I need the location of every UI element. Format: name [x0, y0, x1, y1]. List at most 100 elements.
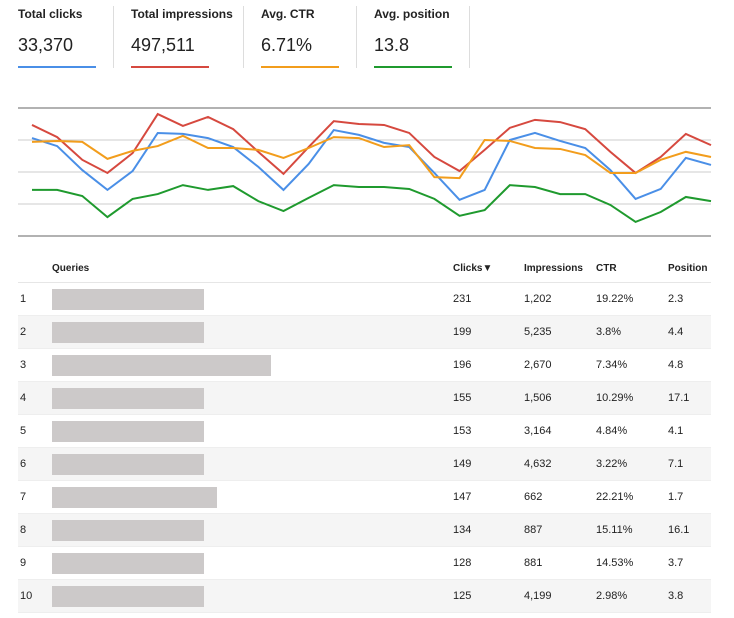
- value-cell: 4.4: [668, 315, 711, 349]
- chart: [18, 107, 712, 237]
- redacted-query: [52, 552, 204, 574]
- rank-cell: 3: [18, 348, 52, 382]
- redacted-query: [52, 420, 204, 442]
- query-cell: [52, 447, 453, 481]
- header-cell: CTR: [596, 254, 668, 283]
- redacted-query: [52, 288, 204, 310]
- value-cell: 4.1: [668, 414, 711, 448]
- table-row: 7 147 662 22.21% 1.7: [18, 480, 711, 514]
- value-cell: 2.98%: [596, 579, 668, 613]
- redacted-query: [52, 321, 204, 343]
- metric-label: Avg. CTR: [261, 7, 315, 21]
- table-row: 6 149 4,632 3.22% 7.1: [18, 447, 711, 481]
- table-row: 4 155 1,506 10.29% 17.1: [18, 381, 711, 415]
- value-cell: 3.22%: [596, 447, 668, 481]
- table-row: 3 196 2,670 7.34% 4.8: [18, 348, 711, 382]
- rank-cell: 5: [18, 414, 52, 448]
- value-cell: 149: [453, 447, 524, 481]
- table-row: 10 125 4,199 2.98% 3.8: [18, 579, 711, 613]
- series-line: [31, 134, 712, 180]
- value-cell: 153: [453, 414, 524, 448]
- rank-cell: 9: [18, 546, 52, 580]
- value-cell: 4.8: [668, 348, 711, 382]
- query-cell: [52, 546, 453, 580]
- value-cell: 3.8%: [596, 315, 668, 349]
- value-cell: 4.84%: [596, 414, 668, 448]
- redacted-query: [52, 453, 204, 475]
- value-cell: 199: [453, 315, 524, 349]
- metric-label: Total impressions: [131, 7, 233, 21]
- card-divider: [469, 6, 470, 68]
- value-cell: 3.7: [668, 546, 711, 580]
- table-row: 9 128 881 14.53% 3.7: [18, 546, 711, 580]
- series-line: [31, 112, 712, 176]
- metric-value: 497,511: [131, 35, 195, 55]
- query-cell: [52, 414, 453, 448]
- rank-cell: 6: [18, 447, 52, 481]
- query-cell: [52, 282, 453, 316]
- metric-card: Total impressions 497,511: [131, 0, 233, 70]
- table-row: 8 134 887 15.11% 16.1: [18, 513, 711, 547]
- query-cell: [52, 579, 453, 613]
- value-cell: 17.1: [668, 381, 711, 415]
- value-cell: 3,164: [524, 414, 596, 448]
- value-cell: 2.3: [668, 282, 711, 316]
- header-cell: Queries: [52, 254, 453, 283]
- value-cell: 10.29%: [596, 381, 668, 415]
- value-cell: 4,632: [524, 447, 596, 481]
- metric-card: Avg. CTR 6.71%: [261, 0, 356, 70]
- redacted-query: [52, 387, 204, 409]
- rank-cell: 1: [18, 282, 52, 316]
- query-cell: [52, 381, 453, 415]
- value-cell: 15.11%: [596, 513, 668, 547]
- redacted-query: [52, 486, 217, 508]
- header-cell: Position: [668, 254, 711, 283]
- value-cell: 22.21%: [596, 480, 668, 514]
- series-line: [31, 128, 712, 202]
- value-cell: 147: [453, 480, 524, 514]
- value-cell: 887: [524, 513, 596, 547]
- value-cell: 196: [453, 348, 524, 382]
- metric-value: 33,370: [18, 35, 74, 55]
- header-cell: Impressions: [524, 254, 596, 283]
- query-cell: [52, 480, 453, 514]
- value-cell: 231: [453, 282, 524, 316]
- value-cell: 128: [453, 546, 524, 580]
- value-cell: 1.7: [668, 480, 711, 514]
- query-cell: [52, 348, 453, 382]
- metric-underline: [374, 66, 452, 68]
- metric-card: Avg. position 13.8: [374, 0, 469, 70]
- queries-table: Queries Clicks▼ Impressions CTR Position 1 23…: [18, 254, 711, 613]
- value-cell: 4,199: [524, 579, 596, 613]
- redacted-query: [52, 585, 204, 607]
- metric-underline: [261, 66, 339, 68]
- value-cell: 19.22%: [596, 282, 668, 316]
- card-divider: [243, 6, 244, 68]
- table-row: 1 231 1,202 19.22% 2.3: [18, 282, 711, 316]
- value-cell: 7.1: [668, 447, 711, 481]
- rank-cell: 2: [18, 315, 52, 349]
- header-cell: Clicks▼: [453, 254, 524, 283]
- metric-value: 6.71%: [261, 35, 313, 55]
- redacted-query: [52, 354, 271, 376]
- card-divider: [113, 6, 114, 68]
- redacted-query: [52, 519, 204, 541]
- metric-underline: [18, 66, 96, 68]
- value-cell: 1,506: [524, 381, 596, 415]
- value-cell: 134: [453, 513, 524, 547]
- metric-card: Total clicks 33,370: [18, 0, 113, 70]
- table-body: 1 231 1,202 19.22% 2.3 2 199 5,235 3.8% 4.4 3 196 2,…: [18, 282, 711, 613]
- value-cell: 881: [524, 546, 596, 580]
- value-cell: 16.1: [668, 513, 711, 547]
- table-row: 2 199 5,235 3.8% 4.4: [18, 315, 711, 349]
- value-cell: 5,235: [524, 315, 596, 349]
- header-cell: [18, 254, 52, 283]
- rank-cell: 7: [18, 480, 52, 514]
- series-line: [32, 184, 712, 224]
- card-divider: [356, 6, 357, 68]
- value-cell: 125: [453, 579, 524, 613]
- value-cell: 3.8: [668, 579, 711, 613]
- query-cell: [52, 513, 453, 547]
- rank-cell: 10: [18, 579, 52, 613]
